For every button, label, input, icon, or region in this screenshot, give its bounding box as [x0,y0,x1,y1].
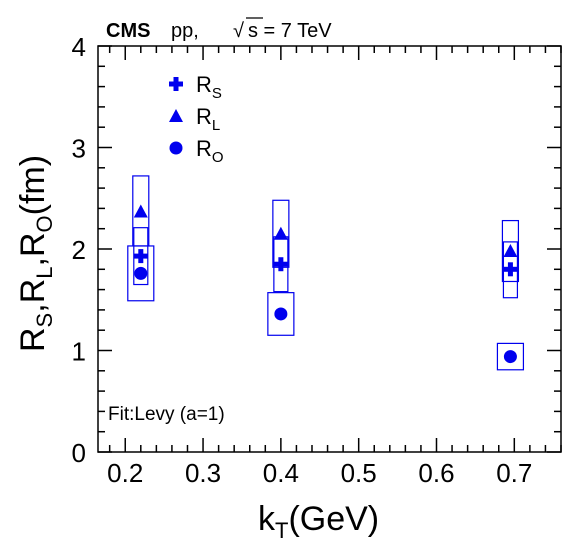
experiment-label: CMS [106,20,150,42]
systematic-box-r-l [272,199,290,268]
y-tick-label: 0 [72,438,86,468]
x-tick-label: 0.2 [107,458,143,488]
y-tick-label: 2 [72,235,86,265]
data-point-r-l [273,226,288,240]
legend-label-r-o: RO [196,136,224,166]
y-tick-label: 1 [72,337,86,367]
data-point-r-o [134,266,148,280]
axis-ticks [98,45,562,453]
x-tick-label: 0.6 [418,458,454,488]
systematic-box-r-l [501,219,520,283]
plot-frame [97,45,562,453]
systematic-box-r-o [496,342,525,371]
data-marks [127,175,525,371]
y-axis-title: RS,RL,RO(fm) [14,155,57,352]
y-tick-label: 3 [72,134,86,164]
legend-marker-r-l [169,109,183,122]
legend-marker-r-s [169,77,183,91]
data-point-r-s [503,262,518,277]
y-tick-label: 4 [72,32,86,62]
collision-system-label: pp, [171,20,199,42]
data-point-r-s [273,257,288,272]
data-point-r-o [274,307,288,321]
systematic-box-r-o [267,292,295,336]
sqrt-symbol: √ [233,20,244,42]
data-point-r-s [133,249,148,264]
systematic-box-r-o [127,245,155,302]
fit-note: Fit:Levy (a=1) [108,404,225,425]
data-point-r-l [133,204,148,218]
legend-marker-r-o [169,141,183,155]
x-tick-label: 0.5 [341,458,377,488]
tick-labels: 0.2 0.3 0.4 0.5 0.6 0.7 0 1 2 3 4 [72,32,533,488]
x-axis-title: kT(GeV) [258,500,379,543]
x-tick-label: 0.3 [185,458,221,488]
data-point-r-l [503,244,518,258]
legend-label-r-s: RS [196,72,222,102]
energy-label: s = 7 TeV [248,20,332,42]
x-tick-label: 0.7 [496,458,532,488]
x-tick-label: 0.4 [263,458,299,488]
data-point-r-o [503,350,517,364]
legend-label-r-l: RL [196,104,220,134]
